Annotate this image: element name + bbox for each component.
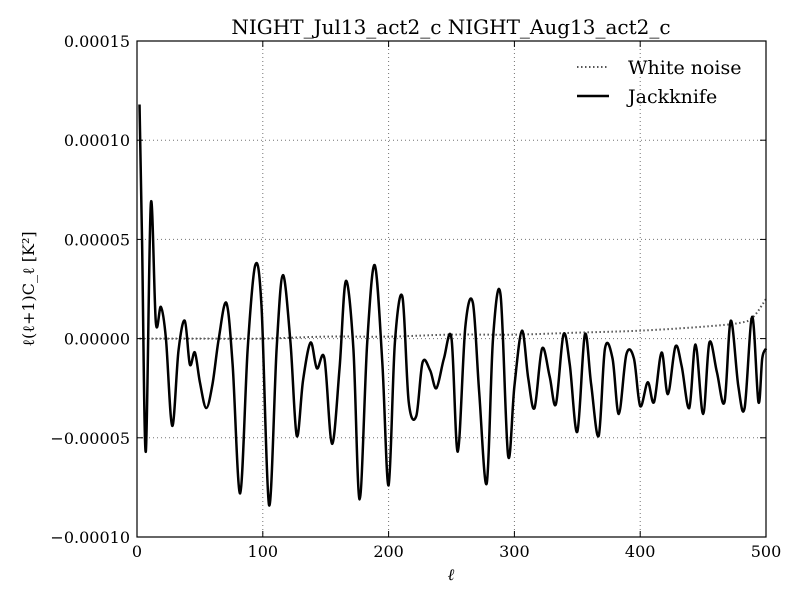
x-tick-label: 400	[625, 542, 656, 561]
x-tick-label: 300	[499, 542, 530, 561]
tick-labels: 0 100 200 300 400 500 −0.00010 −0.00005 0.00000 0…	[50, 32, 781, 561]
x-tick-label: 0	[132, 542, 142, 561]
y-tick-label: 0.00005	[64, 230, 130, 249]
series-line-jackknife	[138, 104, 768, 507]
y-axis-label: ℓ(ℓ+1)C_ℓ [K²]	[19, 231, 38, 346]
legend-label-white-noise: White noise	[628, 57, 742, 79]
legend: White noise Jackknife	[577, 57, 742, 108]
series-layer	[138, 104, 768, 507]
y-tick-label: −0.00010	[50, 528, 130, 547]
x-axis-label: ℓ	[448, 565, 455, 584]
grid	[137, 41, 766, 537]
y-tick-label: 0.00015	[64, 32, 130, 51]
y-tick-label: 0.00010	[64, 131, 130, 150]
x-tick-label: 500	[751, 542, 782, 561]
axes-frame	[136, 40, 767, 538]
x-tick-label: 100	[248, 542, 279, 561]
x-tick-label: 200	[373, 542, 404, 561]
legend-label-jackknife: Jackknife	[626, 86, 717, 108]
y-tick-label: −0.00005	[50, 429, 130, 448]
y-tick-label: 0.00000	[64, 330, 130, 349]
ticks	[136, 40, 767, 538]
chart-title: NIGHT_Jul13_act2_c NIGHT_Aug13_act2_c	[231, 15, 670, 39]
